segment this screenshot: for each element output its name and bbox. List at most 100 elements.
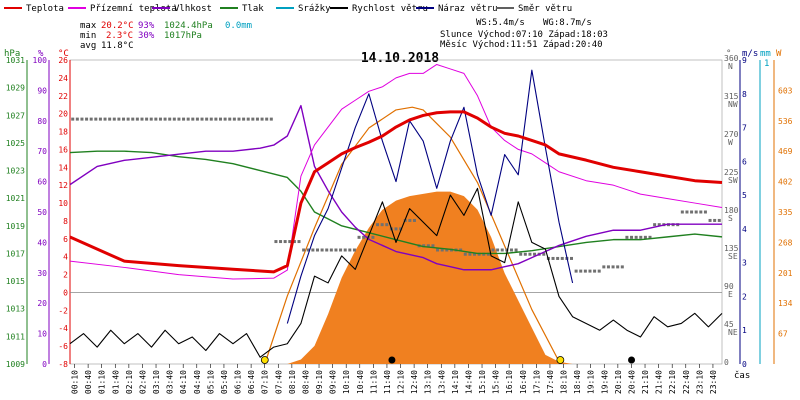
x-tick-label: 02:40 [138,370,147,394]
wind-direction-point [630,235,634,239]
wind-direction-point [251,117,255,121]
x-tick-label: 23:40 [709,370,718,394]
axis-mm-top: 1 [764,59,769,69]
wind-direction-point [634,235,638,239]
info-ws: WS:5.4m/s [476,18,525,28]
wind-direction-point [343,248,347,252]
wind-direction-point [177,117,181,121]
wind-speed-line [69,187,723,358]
wind-direction-point [279,240,283,244]
wind-direction-point [426,244,430,248]
wind-direction-point [542,252,546,256]
x-tick-label: 18:40 [573,370,582,394]
wind-direction-point [269,117,273,121]
sun-marker [260,356,269,364]
stat-avg-temp: 11.8°C [101,41,134,51]
wind-direction-point [214,117,218,121]
wind-direction-point [394,227,398,231]
wind-direction-point [168,117,172,121]
info-sun: Slunce Východ:07:10 Západ:18:03 [440,30,608,40]
dir-tick-label: 225 [724,168,739,177]
hpa-tick-label: 1011 [6,332,25,341]
wind-direction-point [209,117,213,121]
x-tick-label: 13:10 [424,370,433,394]
pct-tick-label: 10 [37,330,47,339]
wind-direction-point [579,269,583,273]
dir-tick-name: S [728,214,733,223]
x-tick-label: 05:10 [206,370,215,394]
wind-direction-point [288,240,292,244]
dir-tick-label: 0 [724,358,729,367]
wind-direction-point [191,117,195,121]
wind-direction-point [108,117,112,121]
x-tick-label: 17:40 [546,370,555,394]
wind-direction-point [690,210,694,214]
x-tick-label: 05:40 [220,370,229,394]
hpa-tick-label: 1027 [6,111,25,120]
w-tick-label: 268 [778,238,793,247]
hpa-tick-label: 1029 [6,84,25,93]
wind-direction-point [297,240,301,244]
stat-avg-label: avg [80,41,96,51]
x-tick-label: 19:40 [600,370,609,394]
moon-marker [628,356,636,364]
stat-min-hum: 30% [138,31,155,41]
ms-tick-label: 3 [742,259,747,268]
x-tick-label: 03:40 [166,370,175,394]
dir-tick-name: SW [728,176,738,185]
wind-direction-point [315,248,319,252]
dir-tick-name: NW [728,100,738,109]
wind-direction-point [145,117,149,121]
wind-direction-point [422,244,426,248]
wind-direction-point [551,256,555,260]
wind-direction-point [182,117,186,121]
wind-direction-point [131,117,135,121]
wind-direction-point [112,117,116,121]
stat-max-hum: 93% [138,21,155,31]
moon-marker [388,356,396,364]
ms-tick-label: 0 [742,360,747,369]
stat-min-temp: 2.3°C [106,31,133,41]
x-tick-label: 21:10 [641,370,650,394]
wind-direction-point [703,210,707,214]
wind-direction-point [643,235,647,239]
wind-direction-point [357,235,361,239]
degc-tick-label: -2 [58,306,68,315]
x-tick-label: 03:10 [152,370,161,394]
x-tick-label: 14:10 [451,370,460,394]
wind-direction-point [593,269,597,273]
wind-direction-point [523,252,527,256]
axis-dir-label: ° [726,49,731,59]
wind-direction-point [320,248,324,252]
temperature-line [69,110,723,274]
wind-direction-point [246,117,250,121]
x-tick-label: 10:10 [342,370,351,394]
wind-direction-point [445,248,449,252]
stat-max-rain: 0.0mm [225,21,252,31]
x-tick-label: 10:40 [356,370,365,394]
wind-direction-point [685,210,689,214]
wind-direction-point [325,248,329,252]
axes: 00:10 00:40 01:10 01:40 02:10 02:40 03:10 03:40… [6,54,793,394]
pressure-line [69,150,723,255]
pct-tick-label: 90 [37,86,47,95]
degc-tick-label: 0 [63,288,68,297]
wind-direction-point [219,117,223,121]
x-tick-label: 15:10 [478,370,487,394]
wind-direction-point [154,117,158,121]
dir-tick-label: 270 [724,130,739,139]
x-tick-label: 09:10 [315,370,324,394]
pct-tick-label: 40 [37,238,47,247]
ms-tick-label: 6 [742,157,747,166]
stat-min-label: min [80,31,96,41]
wind-direction-point [135,117,139,121]
ms-tick-label: 4 [742,225,747,234]
wind-direction-point [385,223,389,227]
wind-direction-point [283,240,287,244]
dir-tick-name: E [728,290,733,299]
wind-direction-point [85,117,89,121]
wind-direction-point [302,248,306,252]
wind-direction-point [713,218,717,222]
legend-label: Směr větru [518,4,572,14]
